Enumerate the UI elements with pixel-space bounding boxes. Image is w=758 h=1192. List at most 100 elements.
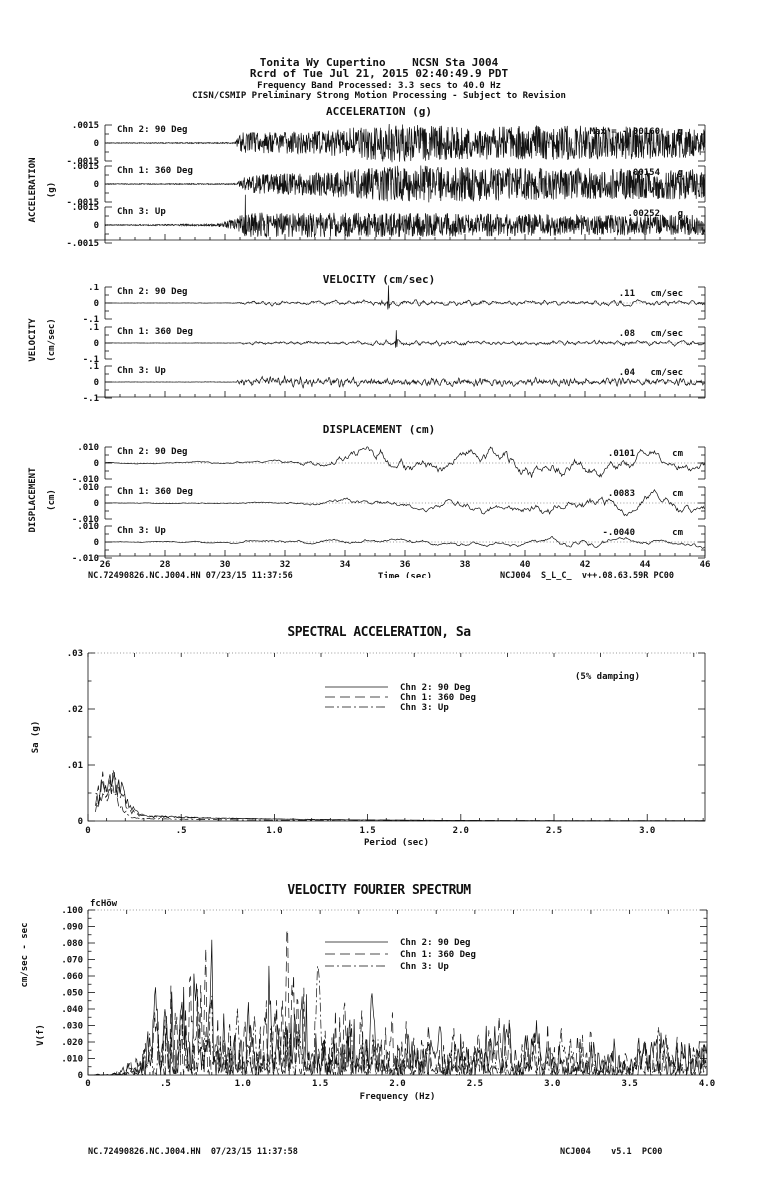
- damping-annotation: (5% damping): [575, 671, 640, 682]
- spectrum-series-trace: [94, 964, 708, 1077]
- waveform-trace: [104, 123, 706, 163]
- x-tick-label: 2.0: [389, 1079, 405, 1089]
- peak-value-label: -.0040: [602, 528, 635, 538]
- x-tick-label: 4.0: [699, 1079, 715, 1089]
- x-tick-label: 3.0: [544, 1079, 560, 1089]
- x-axis-label: Period (sec): [364, 837, 429, 848]
- peak-value-label: .11: [619, 289, 635, 299]
- legend: Chn 2: 90 Deg Chn 1: 360 Deg Chn 3: Up: [325, 938, 476, 972]
- y-tick-label: .1: [88, 284, 99, 293]
- peak-value-label: .00252: [627, 209, 660, 219]
- y-tick-label: 0: [94, 299, 99, 309]
- x-axis-label: Frequency (Hz): [360, 1092, 436, 1102]
- peak-unit-label: cm/sec: [650, 289, 683, 299]
- y-axis-label: cm/sec - sec: [20, 922, 30, 987]
- time-tick-label: 30: [220, 560, 231, 570]
- y-tick-label: 0: [78, 817, 83, 827]
- displacement-title: DISPLACEMENT (cm): [322, 423, 436, 436]
- y-tick-label: 0: [94, 459, 99, 469]
- peak-unit-label: g: [678, 209, 683, 219]
- channel-label: Chn 3: Up: [117, 207, 166, 217]
- fourier-spectrum-title: VELOCITY FOURIER SPECTRUM: [287, 883, 471, 898]
- x-tick-label: 1.5: [312, 1079, 328, 1089]
- timeseries-footer-right: NCJ004 S_L_C_ v++.08.63.59R PC00: [500, 571, 674, 581]
- waveform-channel: .1 0 -.1 Chn 2: 90 Deg .11 cm/sec: [83, 284, 706, 325]
- channel-label: Chn 3: Up: [117, 526, 166, 536]
- y-tick-label: -.0015: [66, 239, 99, 249]
- y-tick-label: 0: [94, 339, 99, 349]
- waveform-trace: [104, 446, 706, 478]
- velocity-fourier-spectrum-chart: 0 .010 .020 .030 .040 .050 .060 .070 .080 .090 .10…: [20, 899, 715, 1102]
- y-tick-label: -.0015: [66, 157, 99, 167]
- y-tick-label: 0: [94, 499, 99, 509]
- y-tick-label: .010: [77, 522, 99, 532]
- spectrum-series-trace: [95, 769, 705, 822]
- x-tick-label: 0: [85, 1079, 90, 1089]
- waveform-channel: .010 0 -.010 Chn 1: 360 Deg .0083 cm: [72, 483, 706, 525]
- header-record-line: Rcrd of Tue Jul 21, 2015 02:40:49.9 PDT: [249, 67, 509, 80]
- y-tick-label: .0015: [72, 121, 99, 131]
- y-tick-label: 0: [94, 180, 99, 190]
- x-tick-label: 1.5: [359, 826, 375, 836]
- y-tick-label: .020: [61, 1038, 83, 1048]
- waveform-trace: [104, 285, 706, 310]
- peak-unit-label: cm: [672, 449, 683, 459]
- time-tick-label: 28: [160, 560, 171, 570]
- y-tick-label: 0: [78, 1071, 83, 1081]
- time-tick-label: 46: [700, 560, 711, 570]
- legend-label: Chn 1: 360 Deg: [400, 950, 476, 960]
- y-tick-label: .040: [61, 1005, 83, 1015]
- x-tick-label: 2.5: [546, 826, 562, 836]
- peak-value-label: .0101: [608, 449, 635, 459]
- y-tick-label: .03: [67, 649, 83, 659]
- time-axis-label: Time (sec): [378, 571, 432, 578]
- section-y-label: (g): [47, 182, 57, 198]
- y-tick-label: -.1: [83, 355, 99, 365]
- spectrum-series-trace: [95, 785, 705, 822]
- time-tick-label: 44: [640, 560, 651, 570]
- y-tick-label: .090: [61, 923, 83, 933]
- x-tick-label: 1.0: [235, 1079, 251, 1089]
- peak-value-label: .04: [619, 368, 636, 378]
- y-tick-label: .1: [88, 362, 99, 372]
- amplitude-axis-bracket: [698, 525, 706, 559]
- displacement-chart: 26 28 30 32 34 36 38 40 42 44 46 Time (sec) DISPLACE…: [28, 443, 711, 578]
- waveform-channel: .1 0 -.1 Chn 3: Up .04 cm/sec: [83, 362, 706, 404]
- waveform-trace: [104, 330, 706, 348]
- peak-unit-label: cm: [672, 489, 683, 499]
- section-y-label: (cm): [47, 489, 57, 511]
- amplitude-axis-bracket: [104, 446, 112, 480]
- waveform-channel: .1 0 -.1 Chn 1: 360 Deg .08 cm/sec: [83, 323, 706, 365]
- y-tick-label: -.1: [83, 394, 99, 404]
- waveform-trace: [104, 194, 706, 238]
- time-tick-label: 42: [580, 560, 591, 570]
- waveform-trace: [104, 488, 706, 517]
- y-tick-label: 0: [94, 139, 99, 149]
- y-tick-label: .010: [61, 1055, 83, 1065]
- amplitude-axis-bracket: [698, 486, 706, 520]
- plot-frame: 0 .01 .02 .03 0 .5 1.0 1.5 2.0 2.5 3.0 Period (sec): [67, 649, 706, 848]
- y-tick-label: .0015: [72, 162, 99, 172]
- channel-label: Chn 2: 90 Deg: [117, 287, 187, 297]
- legend-label: Chn 2: 90 Deg: [400, 683, 470, 693]
- velocity-chart: VELOCITY (cm/sec) .1 0 -.1 Chn 2: 90 Deg .11 cm…: [28, 284, 706, 404]
- header-band-line: Frequency Band Processed: 3.3 secs to 40…: [257, 81, 501, 91]
- page-footer-left: NC.72490826.NC.J004.HN 07/23/15 11:37:58: [88, 1147, 298, 1157]
- spectral-acceleration-chart: 0 .01 .02 .03 0 .5 1.0 1.5 2.0 2.5 3.0 Period (sec)…: [31, 649, 706, 848]
- channel-label: Chn 1: 360 Deg: [117, 166, 193, 176]
- x-tick-label: 2.5: [467, 1079, 483, 1089]
- y-tick-label: .050: [61, 989, 83, 999]
- amplitude-axis-bracket: [698, 446, 706, 480]
- y-tick-label: -.010: [72, 554, 99, 564]
- acceleration-chart: ACCELERATION (g) .0015 0 -.0015 Chn 2: 90 Deg…: [28, 121, 706, 249]
- timeseries-footer-left: NC.72490826.NC.J004.HN 07/23/15 11:37:56: [88, 571, 293, 581]
- y-tick-label: -.0015: [66, 198, 99, 208]
- y-tick-label: .02: [67, 705, 83, 715]
- time-axis: [97, 391, 706, 398]
- y-tick-label: .1: [88, 323, 99, 333]
- y-tick-label: .010: [77, 483, 99, 493]
- waveform-trace: [104, 375, 706, 389]
- y-axis-label: V(f): [36, 1024, 46, 1046]
